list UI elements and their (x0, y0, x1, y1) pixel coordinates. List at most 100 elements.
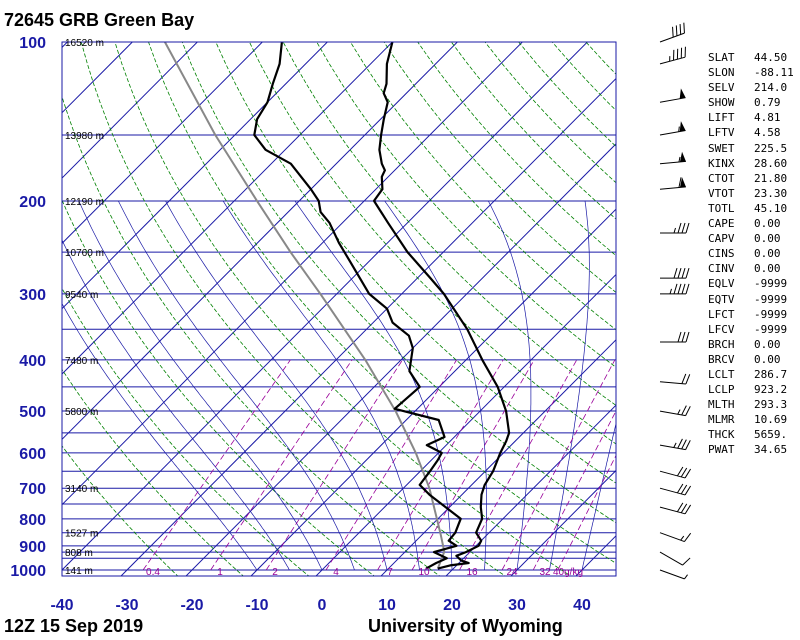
index-row: CTOT 21.80 (708, 171, 794, 186)
dry-adiabat (181, 42, 616, 524)
wind-barb (659, 373, 691, 385)
wind-barb (659, 22, 685, 43)
index-row: LFTV 4.58 (708, 125, 794, 140)
index-value: -9999 (754, 307, 788, 321)
wind-barb (659, 551, 691, 566)
dry-adiabat (114, 42, 572, 576)
index-name: LFCT (708, 307, 735, 321)
index-value: 28.60 (754, 156, 788, 170)
isotherm-line (62, 42, 134, 114)
index-value: 293.3 (754, 398, 788, 412)
wind-barb (659, 405, 691, 417)
index-value: -9999 (754, 277, 788, 291)
index-value: 23.30 (754, 186, 788, 200)
wind-barb (660, 222, 690, 234)
mixing-ratio-line (377, 359, 504, 571)
index-name: LFCV (708, 322, 735, 336)
height-label: 3140 m (65, 484, 98, 495)
mixing-ratio-line (532, 410, 616, 571)
pressure-tick-label: 700 (19, 481, 46, 498)
mixing-ratio-line (265, 359, 403, 571)
index-value: 225.5 (754, 141, 788, 155)
height-label: 10760 m (65, 248, 104, 259)
temperature-tick-label: -20 (180, 597, 203, 614)
height-label: 5800 m (65, 407, 98, 418)
mixing-ratio-line (142, 359, 291, 571)
index-value: 4.81 (754, 111, 781, 125)
dry-adiabat (316, 42, 616, 368)
height-label: 141 m (65, 566, 93, 577)
mixing-ratio-line (459, 359, 578, 571)
moist-adiabat (165, 200, 388, 571)
mixing-ratio-line (210, 359, 353, 571)
index-row: CAPV 0.00 (708, 231, 794, 246)
mixing-ratio-label: 7 (387, 567, 393, 578)
index-value: 5659. (754, 428, 788, 442)
index-row: EQTV -9999 (708, 292, 794, 307)
index-row: SWET 225.5 (708, 141, 794, 156)
mixing-ratio-label: 0.4 (146, 567, 160, 578)
index-name: LCLT (708, 367, 735, 381)
height-label: 1527 m (65, 529, 98, 540)
temperature-tick-label: 40 (573, 597, 591, 614)
index-name: THCK (708, 428, 735, 442)
index-row: KINX 28.60 (708, 156, 794, 171)
isotherm-line (120, 77, 616, 576)
index-name: MLMR (708, 413, 735, 427)
dry-adiabat (62, 199, 375, 576)
isotherm-line (62, 42, 459, 441)
index-value: 0.00 (754, 217, 781, 231)
index-name: CTOT (708, 171, 735, 185)
index-value: 0.79 (754, 96, 781, 110)
dry-adiabat (383, 42, 616, 293)
index-name: MLTH (708, 398, 735, 412)
index-row: BRCV 0.00 (708, 352, 794, 367)
isotherm-line (315, 273, 616, 576)
index-row: LFCT -9999 (708, 307, 794, 322)
mixing-ratio-line (411, 359, 535, 571)
index-value: 923.2 (754, 383, 788, 397)
pressure-tick-label: 1000 (10, 563, 46, 580)
moist-adiabat (117, 200, 355, 571)
index-row: VTOT 23.30 (708, 186, 794, 201)
height-label: 9540 m (65, 290, 98, 301)
index-value: 286.7 (754, 367, 788, 381)
moist-adiabat (62, 302, 258, 571)
height-label: 808 m (65, 548, 93, 559)
index-name: KINX (708, 156, 735, 170)
wind-barb (659, 569, 688, 580)
pressure-tick-label: 800 (19, 512, 46, 529)
index-name: LFTV (708, 126, 735, 140)
moist-adiabat (487, 200, 532, 571)
wind-barb (659, 502, 692, 515)
index-row: MLMR 10.69 (708, 412, 794, 427)
dewpoint-profile (253, 42, 462, 570)
temperature-tick-label: -30 (115, 597, 138, 614)
pressure-tick-label: 600 (19, 446, 46, 463)
index-name: EQTV (708, 292, 735, 306)
isotherm-line (62, 42, 524, 506)
mixing-ratio-label: 16 (466, 567, 478, 578)
wind-barb (660, 283, 690, 295)
index-name: CINS (708, 247, 735, 261)
moist-adiabat (294, 200, 453, 570)
dry-adiabat (62, 95, 441, 576)
isotherm-line (445, 404, 616, 576)
index-row: CAPE 0.00 (708, 216, 794, 231)
mixing-ratio-label: 1 (217, 567, 223, 578)
temperature-tick-label: -40 (50, 597, 73, 614)
index-row: EQLV -9999 (708, 276, 794, 291)
chart-title: 72645 GRB Green Bay (4, 10, 195, 30)
index-value: 0.00 (754, 337, 781, 351)
index-row: CINS 0.00 (708, 246, 794, 261)
wind-barb (659, 121, 686, 136)
index-value: -9999 (754, 322, 788, 336)
index-row: BRCH 0.00 (708, 337, 794, 352)
dry-adiabat (282, 42, 616, 406)
index-row: SLAT 44.50 (708, 50, 794, 65)
mixing-ratio-label: 10 (418, 567, 430, 578)
index-name: EQLV (708, 277, 735, 291)
index-row: LIFT 4.81 (708, 110, 794, 125)
isotherm-line (185, 143, 616, 576)
pressure-tick-label: 300 (19, 287, 46, 304)
